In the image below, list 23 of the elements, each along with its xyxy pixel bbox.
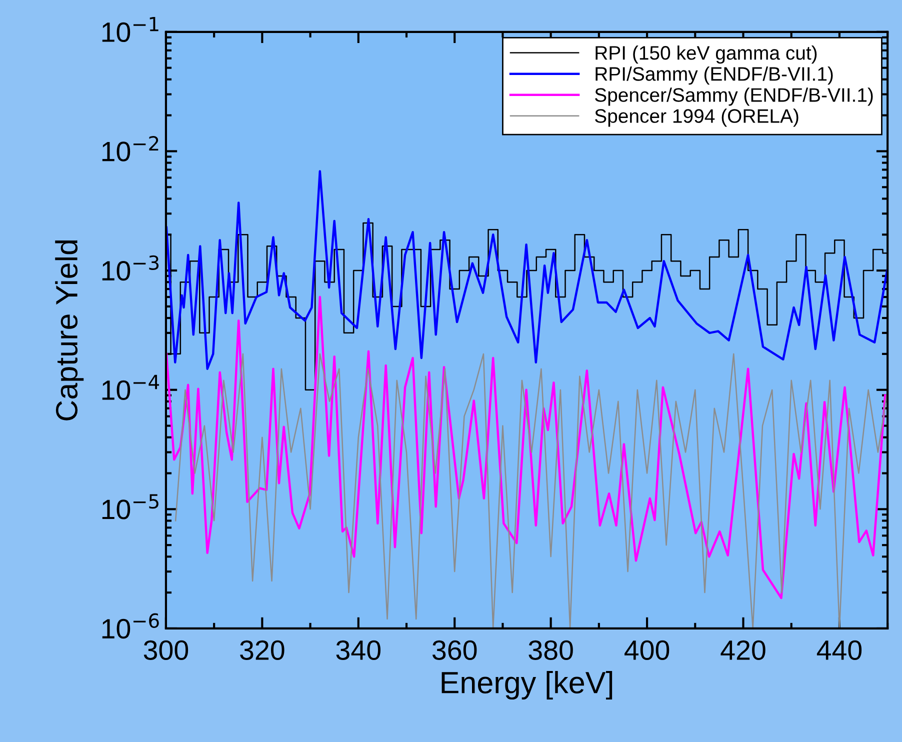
x-axis-title: Energy [keV]: [442, 671, 612, 700]
y-tick-label: 10$^{−6}$: [102, 613, 159, 639]
x-tick-label: 420: [720, 640, 766, 660]
legend-label: Spencer/Sammy (ENDF/B-VII.1): [595, 88, 873, 106]
x-tick-label: 400: [624, 640, 670, 660]
x-tick-label: 440: [816, 640, 862, 660]
x-tick-label: 300: [144, 640, 188, 660]
legend-label: RPI (150 keV gamma cut): [596, 46, 817, 64]
y-tick-label: 10$^{−2}$: [102, 136, 158, 162]
legend-label: RPI/Sammy (ENDF/B-VII.1): [596, 66, 833, 85]
y-tick-label: 10$^{−5}$: [102, 494, 158, 520]
x-tick-label: 360: [432, 640, 477, 660]
line-series: [174, 353, 888, 628]
x-tick-label: 380: [528, 640, 573, 660]
y-axis-title: Capture Yield: [55, 240, 84, 420]
legend-label: Spencer 1994 (ORELA): [595, 108, 798, 127]
line-series: [166, 170, 888, 370]
line-series: [166, 296, 886, 600]
x-tick-label: 340: [336, 640, 380, 660]
y-tick-label: 10$^{−1}$: [102, 16, 158, 42]
y-tick-label: 10$^{−3}$: [102, 255, 159, 281]
x-tick-label: 320: [240, 640, 284, 660]
y-tick-label: 10$^{−4}$: [102, 374, 160, 400]
